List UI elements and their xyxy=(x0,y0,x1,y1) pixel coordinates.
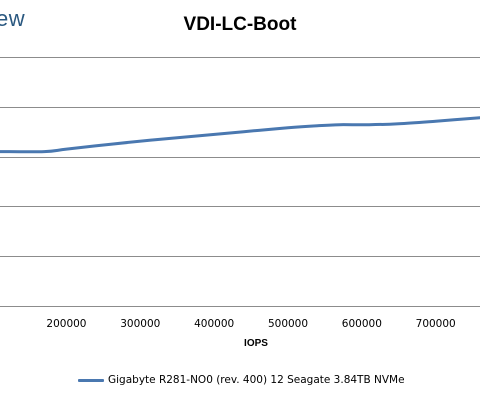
x-tick-label-1: 300000 xyxy=(120,318,160,330)
legend: Gigabyte R281-NO0 (rev. 400) 12 Seagate … xyxy=(78,374,405,386)
logo-text: ew xyxy=(0,6,26,31)
legend-swatch xyxy=(78,378,104,382)
gridlines xyxy=(0,57,480,307)
series-lines xyxy=(0,116,480,154)
chart-title: VDI-LC-Boot xyxy=(183,14,297,35)
series-line-0 xyxy=(0,116,480,154)
x-tick-labels: 200000 300000 400000 500000 600000 700000 xyxy=(46,318,455,330)
x-tick-label-3: 500000 xyxy=(268,318,308,330)
x-tick-label-5: 700000 xyxy=(416,318,456,330)
x-axis-label: IOPS xyxy=(244,338,268,349)
x-tick-label-2: 400000 xyxy=(194,318,234,330)
x-tick-label-4: 600000 xyxy=(342,318,382,330)
x-tick-label-0: 200000 xyxy=(46,318,86,330)
legend-label: Gigabyte R281-NO0 (rev. 400) 12 Seagate … xyxy=(108,374,405,386)
